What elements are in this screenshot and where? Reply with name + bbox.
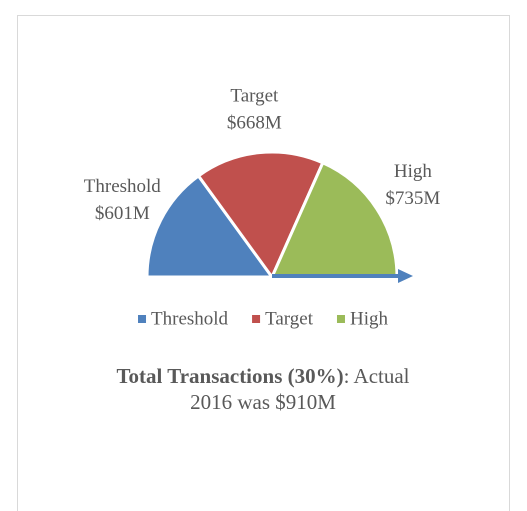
legend-label: Target <box>265 308 314 329</box>
slice-label: Target <box>230 85 279 106</box>
chart-title: Total Transactions (30%) <box>116 364 344 388</box>
value-label: $601M <box>95 203 150 224</box>
legend-swatch <box>252 315 261 323</box>
caption: Total Transactions (30%): Actual 2016 wa… <box>113 363 413 415</box>
legend: Threshold Target High <box>138 308 388 329</box>
value-label: $668M <box>227 112 282 133</box>
needle-head <box>398 269 413 283</box>
legend-label: Threshold <box>151 308 229 329</box>
chart-subtitle: : Actual 2016 was $910M <box>190 364 410 414</box>
slice-label: Threshold <box>84 176 162 197</box>
slice <box>145 173 275 279</box>
legend-swatch <box>336 315 345 323</box>
chart-frame <box>17 15 510 511</box>
value-label: $735M <box>385 188 440 209</box>
slice <box>196 150 325 280</box>
legend-label: High <box>350 308 389 329</box>
slice <box>269 160 399 279</box>
legend-swatch <box>138 315 147 323</box>
slice-label: High <box>394 161 433 182</box>
